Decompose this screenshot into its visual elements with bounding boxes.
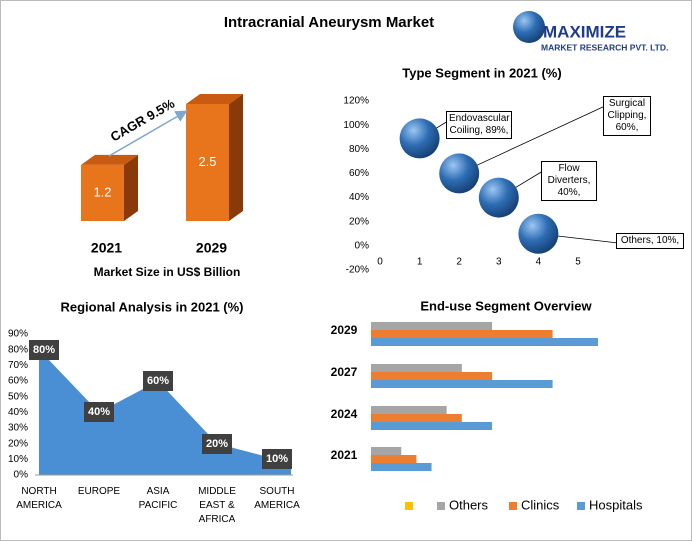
point-label: Flow Diverters, 40%, [541,161,597,201]
logo-subtitle: MARKET RESEARCH PVT. LTD. [541,42,668,52]
cagr-arrow [108,110,188,157]
area [39,349,291,475]
bar [371,364,462,372]
y-tick-label: 2024 [331,407,358,421]
y-tick-label: 10% [8,454,28,465]
bar-top [186,94,243,104]
y-tick-label: 40% [8,407,28,418]
bubble [518,213,559,254]
y-tick-label: 80% [8,344,28,355]
bar [371,414,462,422]
logo-globe [513,11,545,43]
value-label: 20% [202,433,232,454]
bar [371,330,553,338]
bar [371,372,493,380]
value-label: 80% [29,339,59,360]
point-label: Surgical Clipping, 60%, [603,96,651,136]
bar-top [81,154,138,165]
legend-swatch [405,502,413,510]
x-tick-label: 2 [456,257,462,268]
x-tick-label: 5 [575,257,581,268]
value-label: 60% [143,371,173,391]
callout-line [459,105,606,174]
bar [371,380,553,388]
x-axis-label: Market Size in US$ Billion [94,265,241,279]
x-tick-label: 2029 [196,240,227,256]
bar [371,322,493,330]
x-tick-label: SOUTH AMERICA [254,486,300,511]
legend-label: Others [449,497,489,512]
x-tick-label: 2021 [91,240,122,256]
y-tick-label: -20% [346,265,369,276]
bar [371,447,402,455]
bar [81,164,124,221]
bar [186,104,229,221]
bar-side [124,154,138,221]
x-tick-label: NORTH AMERICA [16,486,62,511]
legend-swatch [509,502,517,510]
y-tick-label: 70% [8,360,28,371]
chart-title: Type Segment in 2021 (%) [402,65,561,80]
x-tick-label: EUROPE [78,486,121,497]
y-tick-label: 20% [8,438,28,449]
x-tick-label: 3 [496,257,502,268]
x-tick-label: ASIA PACIFIC [139,486,178,511]
y-tick-label: 0% [355,240,370,251]
x-tick-label: MIDDLE EAST & AFRICA [198,486,236,525]
bar [371,463,432,471]
y-tick-label: 40% [349,192,369,203]
value-label: 1.2 [93,184,111,199]
y-tick-label: 2027 [331,365,358,379]
value-label: 10% [262,449,292,470]
y-tick-label: 80% [349,144,369,155]
y-tick-label: 0% [14,470,29,481]
y-tick-label: 2021 [331,448,358,462]
chart-title: End-use Segment Overview [420,298,592,313]
legend-swatch [437,502,445,510]
point-label: Endovascular Coiling, 89%, [446,111,512,139]
y-tick-label: 60% [8,376,28,387]
bubble [399,118,440,159]
bar [371,406,447,414]
logo-name: MAXIMIZE [543,22,626,41]
bubble [439,153,480,194]
y-tick-label: 50% [8,391,28,402]
y-tick-label: 90% [8,329,28,340]
bar-side [229,94,243,221]
bar [371,455,417,463]
y-tick-label: 60% [349,168,369,179]
legend-label: Hospitals [589,497,643,512]
bubble [478,177,519,218]
point-label: Others, 10%, [616,233,684,249]
y-tick-label: 20% [349,216,369,227]
legend-swatch [577,502,585,510]
x-tick-label: 0 [377,257,383,268]
y-tick-label: 120% [343,96,369,107]
chart-title: Regional Analysis in 2021 (%) [60,299,243,314]
bar [371,422,493,430]
y-tick-label: 2029 [331,323,358,337]
value-label: 40% [84,402,114,423]
y-tick-label: 30% [8,423,28,434]
x-tick-label: 4 [536,257,542,268]
chart-title: Intracranial Aneurysm Market [224,14,434,31]
value-label: 2.5 [198,154,216,169]
y-tick-label: 100% [343,120,369,131]
legend-label: Clinics [521,497,560,512]
bar [371,338,598,346]
x-tick-label: 1 [417,257,423,268]
